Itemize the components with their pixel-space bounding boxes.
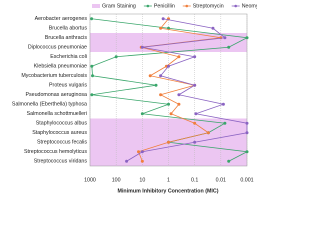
y-tick-label: Brucella anthracis [45, 35, 87, 41]
y-tick-label: Streptococcus fecalis [37, 140, 87, 146]
point [148, 74, 152, 78]
point [227, 45, 231, 49]
point [91, 74, 95, 78]
point [177, 55, 181, 59]
legend-label: Gram Staining [102, 4, 136, 10]
point [227, 159, 231, 163]
y-tick-label: Klebsiella pneumoniae [34, 64, 87, 70]
point [193, 140, 197, 144]
gram-band [90, 33, 247, 43]
point [114, 55, 118, 59]
y-tick-label: Brucella abortus [49, 26, 88, 32]
point [223, 121, 227, 125]
legend-marker [185, 4, 189, 8]
x-tick-label: 100 [112, 177, 121, 183]
point [223, 36, 227, 40]
point [125, 159, 129, 163]
point [167, 64, 170, 68]
point [206, 131, 210, 135]
y-tick-label: Aerobacter aerogenes [35, 16, 88, 22]
x-axis-title: Minimum Inhibitory Concentration (MIC) [118, 188, 219, 194]
legend-label: Penicillin [154, 4, 175, 10]
x-tick-label: 0.001 [240, 177, 253, 183]
x-tick-label: 10 [139, 177, 145, 183]
x-tick-label: 1 [167, 177, 170, 183]
page: {"chart_data": {"type": "line", "xlabel"… [11, 3, 257, 195]
series-line [126, 18, 248, 162]
point [167, 140, 170, 144]
point [140, 45, 144, 49]
point [177, 102, 181, 106]
gram-band [90, 118, 247, 128]
x-tick-label: 1000 [84, 177, 96, 183]
y-tick-label: Escherichia coli [50, 54, 87, 60]
legend-label: Streptomycin [193, 4, 224, 10]
point [177, 93, 181, 97]
point [193, 83, 197, 87]
y-tick-label: Salmonella (Eberthella) typhosa [12, 102, 87, 108]
gram-band [90, 156, 247, 166]
gram-band [90, 147, 247, 157]
y-tick-label: Salmonella schottmuelleri [27, 111, 87, 117]
chart: Minimum Inhibitory Concentration (MIC) 1… [12, 4, 257, 195]
point [169, 112, 173, 116]
y-tick-label: Streptococcus hemolyticus [24, 149, 87, 155]
x-tick-label: 0.1 [191, 177, 198, 183]
point [193, 121, 197, 125]
legend-swatch [92, 4, 100, 8]
y-tick-label: Proteus vulgaris [49, 83, 87, 89]
point [159, 74, 163, 78]
point [140, 150, 144, 154]
point [90, 64, 94, 68]
point [154, 83, 158, 87]
point [140, 159, 144, 163]
y-tick-label: Pseudomonas aeruginosa [25, 92, 87, 98]
x-tick-label: 0.01 [216, 177, 226, 183]
point [194, 112, 198, 116]
legend-marker [234, 4, 237, 8]
point [164, 64, 168, 68]
point [90, 17, 94, 21]
point [245, 36, 249, 40]
gram-band [90, 42, 247, 52]
y-tick-label: Streptococcus viridans [34, 159, 88, 165]
point [140, 112, 144, 116]
point [211, 26, 215, 30]
point [161, 17, 165, 21]
point [90, 93, 94, 97]
legend-marker [146, 4, 150, 8]
point [245, 150, 249, 154]
point [159, 93, 163, 97]
point [245, 131, 249, 135]
point [193, 55, 197, 59]
point [221, 102, 225, 106]
point [159, 26, 163, 30]
y-tick-label: Staphylococcus albus [36, 121, 88, 127]
y-tick-label: Mycobacterium tuberculosis [21, 73, 87, 79]
y-tick-label: Diplococcus pneumoniae [28, 45, 87, 51]
y-tick-label: Staphylococcus aureus [32, 130, 87, 136]
legend-label: Neomycin [242, 4, 257, 10]
point [245, 121, 249, 125]
point [167, 102, 170, 106]
point [137, 150, 141, 154]
